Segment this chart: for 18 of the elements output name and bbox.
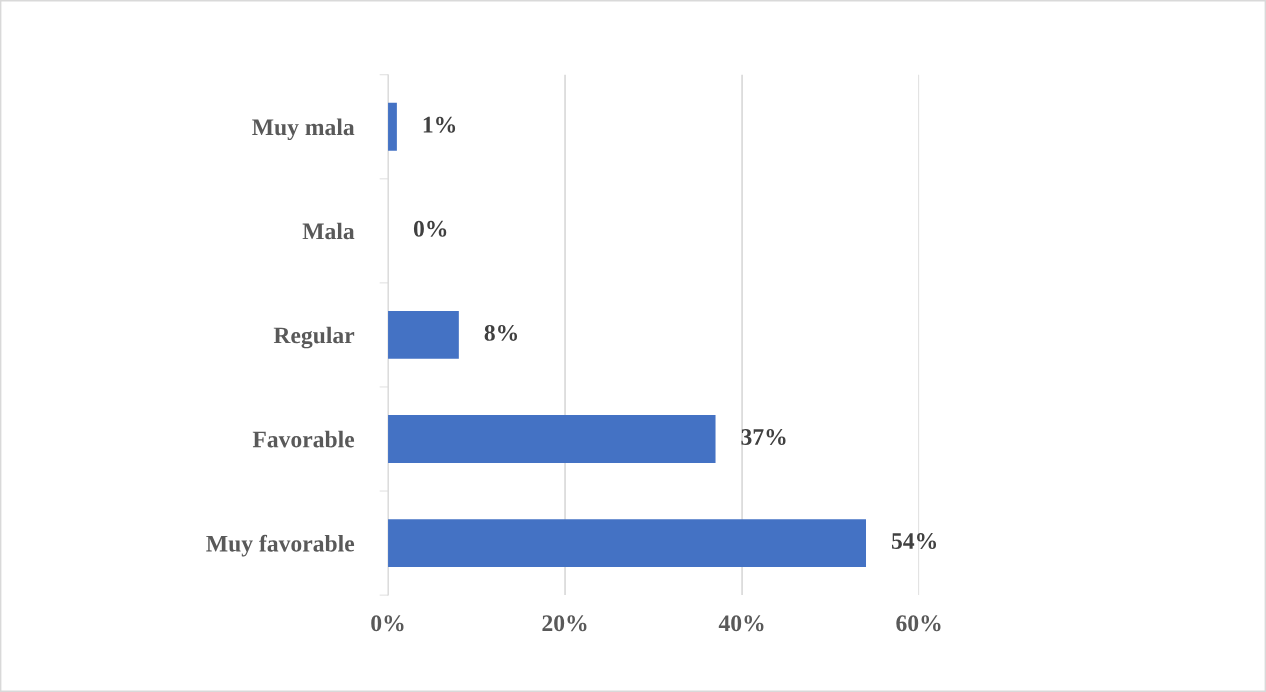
bar	[388, 519, 867, 568]
bar	[388, 415, 716, 463]
data-label: 0%	[413, 220, 447, 237]
x-tick-label: 20%	[542, 615, 587, 632]
y-tick-label: Favorable	[252, 430, 355, 448]
y-tick-label: Muy favorable	[206, 534, 355, 557]
data-label: 8%	[484, 324, 518, 341]
x-tick-label: 60%	[896, 615, 941, 632]
bar	[388, 102, 397, 151]
x-tick-label: 0%	[371, 615, 404, 632]
data-label: 54%	[891, 533, 937, 550]
y-tick-label: Mala	[302, 222, 355, 240]
x-tick-label: 40%	[718, 615, 764, 632]
y-tick-label: Muy mala	[252, 118, 355, 141]
data-label: 37%	[741, 428, 786, 445]
data-label: 1%	[423, 116, 456, 133]
bar	[388, 310, 459, 359]
y-tick-label: Regular	[273, 326, 355, 349]
